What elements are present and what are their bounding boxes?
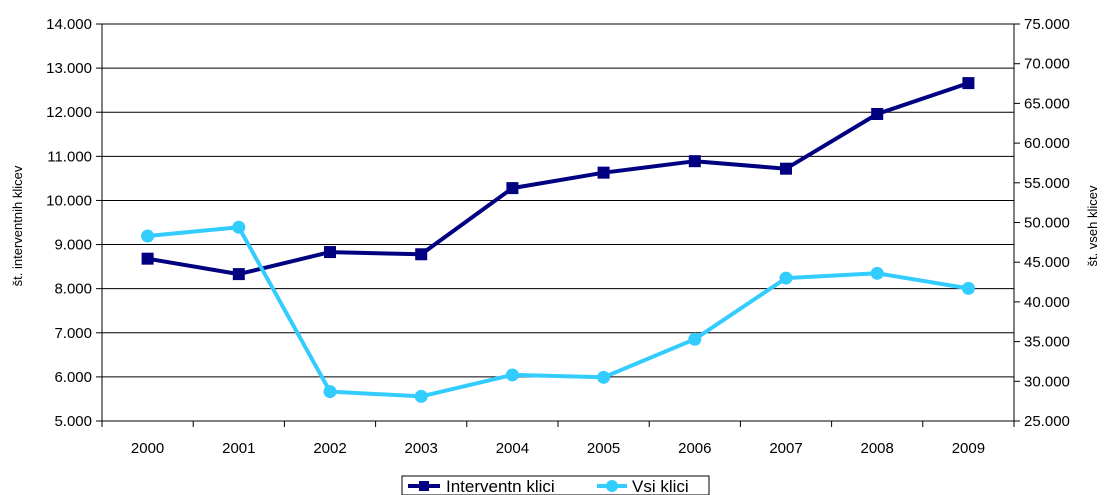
left-tick-label: 12.000 [46,104,92,121]
data-point-circle [141,229,155,243]
series [141,77,975,403]
left-axis-title: št. interventnih klicev [10,165,25,286]
right-tick-label: 30.000 [1024,373,1070,390]
data-point-square [962,77,975,90]
x-tick-label: 2007 [769,440,802,457]
data-point-circle [961,281,975,295]
legend-label-interventn: Interventn klici [446,477,555,495]
left-tick-label: 11.000 [47,148,92,165]
data-point-square [324,246,336,259]
data-point-circle [323,385,337,399]
left-tick-label: 5.000 [54,413,92,430]
tick-labels: 5.000 6.000 7.000 8.000 9.000 10.000 11.000 12.… [46,16,1070,457]
data-point-square [141,252,154,265]
legend-frame [401,475,710,495]
x-tick-label: 2000 [131,440,164,457]
data-point-circle [505,368,519,382]
x-tick-label: 2001 [222,440,255,457]
right-tick-label: 75.000 [1024,16,1070,33]
right-tick-label: 70.000 [1024,56,1070,73]
x-tick-label: 2003 [405,440,438,457]
x-tick-label: 2004 [496,440,529,457]
legend: Interventn klici Vsi klici [401,475,710,495]
data-point-square [871,107,884,120]
series-line [147,81,970,277]
data-point-square [688,155,701,168]
left-tick-label: 7.000 [54,325,92,342]
right-tick-label: 50.000 [1024,215,1070,232]
left-tick-label: 8.000 [54,281,92,298]
right-tick-label: 40.000 [1024,294,1070,311]
right-axis-title: št. vseh klicev [1085,185,1100,266]
axes [96,23,1020,427]
left-tick-label: 14.000 [46,16,92,33]
x-tick-label: 2006 [678,440,711,457]
legend-marker-vsi [606,480,618,492]
left-tick-label: 13.000 [46,60,92,77]
legend-label-vsi: Vsi klici [632,477,689,495]
right-tick-label: 60.000 [1024,135,1070,152]
data-point-circle [688,332,702,346]
right-tick-label: 65.000 [1024,95,1070,112]
x-tick-label: 2009 [952,440,985,457]
x-tick-label: 2002 [313,440,346,457]
right-tick-label: 35.000 [1024,334,1070,351]
data-point-circle [232,220,246,234]
data-point-square [780,162,792,175]
data-point-circle [414,389,428,403]
right-tick-label: 55.000 [1024,175,1070,192]
data-point-circle [870,266,884,280]
gridlines [102,23,1014,422]
right-tick-label: 25.000 [1024,413,1070,430]
data-point-square [506,182,519,195]
data-point-square [597,166,610,179]
left-tick-label: 6.000 [54,369,92,386]
left-tick-label: 9.000 [54,237,92,254]
data-point-circle [597,370,611,384]
data-point-square [415,248,428,261]
data-point-circle [779,271,793,285]
data-point-square [232,268,245,281]
x-tick-label: 2005 [587,440,620,457]
series-line [147,225,969,399]
left-tick-label: 10.000 [46,192,92,209]
right-tick-label: 45.000 [1024,254,1070,271]
x-tick-label: 2008 [861,440,894,457]
legend-marker-interventn [419,481,429,491]
